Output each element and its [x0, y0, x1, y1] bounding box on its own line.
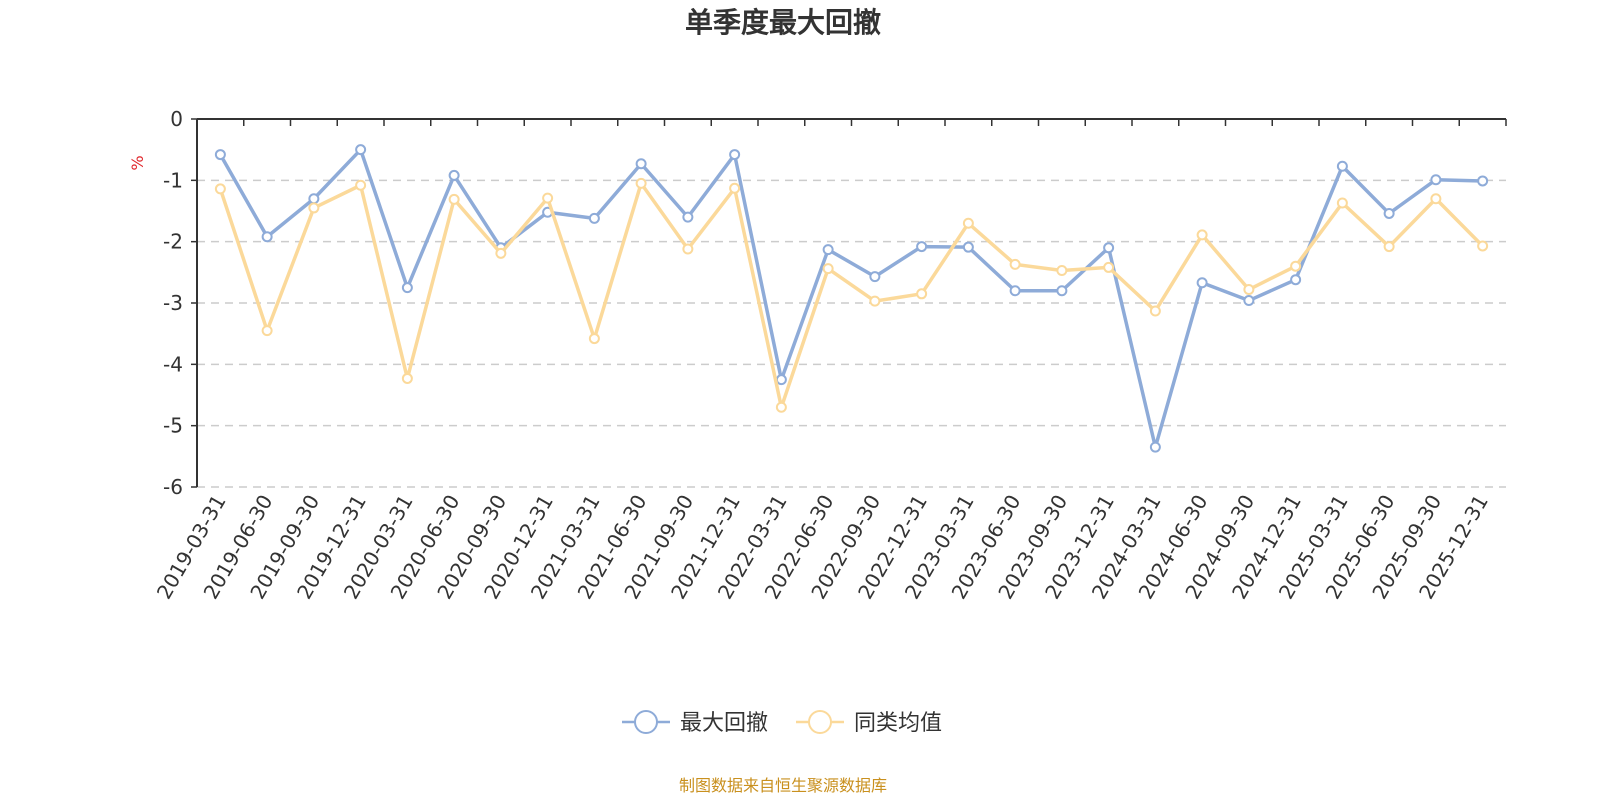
grid-lines — [197, 179, 1506, 488]
series-1 — [214, 177, 1489, 413]
data-point[interactable] — [355, 144, 367, 156]
data-point[interactable] — [1336, 160, 1348, 172]
data-point[interactable] — [729, 182, 741, 194]
data-point[interactable] — [1290, 274, 1302, 286]
data-point[interactable] — [1383, 207, 1395, 219]
y-tick-label: -3 — [163, 291, 183, 315]
data-point[interactable] — [401, 372, 413, 384]
data-point[interactable] — [214, 149, 226, 161]
data-point[interactable] — [1196, 277, 1208, 289]
data-point[interactable] — [448, 193, 460, 205]
legend-marker — [808, 710, 832, 734]
data-point[interactable] — [1383, 241, 1395, 253]
data-point[interactable] — [1009, 285, 1021, 297]
series-layer — [214, 144, 1489, 453]
data-point[interactable] — [822, 244, 834, 256]
data-point[interactable] — [1103, 261, 1115, 273]
data-point[interactable] — [542, 192, 554, 204]
data-point[interactable] — [1336, 197, 1348, 209]
data-point[interactable] — [822, 263, 834, 275]
data-point[interactable] — [1477, 175, 1489, 187]
data-point[interactable] — [1056, 285, 1068, 297]
legend: 最大回撤 同类均值 — [622, 710, 942, 736]
data-point[interactable] — [1477, 240, 1489, 252]
data-point[interactable] — [729, 149, 741, 161]
data-point[interactable] — [588, 212, 600, 224]
data-point[interactable] — [1149, 441, 1161, 453]
data-point[interactable] — [869, 271, 881, 283]
data-point[interactable] — [775, 374, 787, 386]
data-point[interactable] — [214, 183, 226, 195]
y-tick-label: -1 — [163, 168, 183, 192]
data-point[interactable] — [682, 211, 694, 223]
data-point[interactable] — [261, 325, 273, 337]
data-point[interactable] — [775, 401, 787, 413]
data-point[interactable] — [1430, 174, 1442, 186]
data-point[interactable] — [916, 288, 928, 300]
data-point[interactable] — [635, 158, 647, 170]
data-point[interactable] — [588, 333, 600, 345]
legend-item-1[interactable]: 同类均值 — [796, 710, 942, 736]
axes: 0-1-2-3-4-5-62019-03-312019-06-302019-09… — [152, 107, 1507, 603]
data-point[interactable] — [869, 295, 881, 307]
data-point[interactable] — [495, 247, 507, 259]
data-point[interactable] — [308, 193, 320, 205]
data-point[interactable] — [916, 241, 928, 253]
data-point[interactable] — [962, 217, 974, 229]
series-line — [218, 181, 1484, 410]
legend-marker — [634, 710, 658, 734]
y-tick-label: 0 — [170, 107, 183, 131]
data-point[interactable] — [1290, 260, 1302, 272]
data-point[interactable] — [1103, 242, 1115, 254]
data-point[interactable] — [261, 231, 273, 243]
series-line — [218, 147, 1483, 449]
y-axis-unit-label: % — [128, 155, 147, 170]
data-point[interactable] — [1430, 193, 1442, 205]
y-tick-label: -6 — [163, 475, 183, 499]
legend-label: 最大回撤 — [680, 711, 768, 736]
chart-title: 单季度最大回撤 — [685, 6, 881, 39]
data-point[interactable] — [1009, 258, 1021, 270]
data-point[interactable] — [635, 177, 647, 189]
data-point[interactable] — [1149, 305, 1161, 317]
data-point[interactable] — [1243, 284, 1255, 296]
data-point[interactable] — [1196, 229, 1208, 241]
series-0 — [214, 144, 1489, 453]
data-point[interactable] — [962, 241, 974, 253]
data-point[interactable] — [1243, 295, 1255, 307]
data-point[interactable] — [355, 179, 367, 191]
legend-item-0[interactable]: 最大回撤 — [622, 710, 768, 736]
y-tick-label: -4 — [163, 352, 183, 376]
data-point[interactable] — [448, 169, 460, 181]
data-point[interactable] — [308, 202, 320, 214]
y-tick-label: -2 — [163, 230, 183, 254]
data-point[interactable] — [1056, 264, 1068, 276]
y-tick-label: -5 — [163, 414, 183, 438]
data-point[interactable] — [682, 243, 694, 255]
data-point[interactable] — [401, 282, 413, 294]
data-source-note: 制图数据来自恒生聚源数据库 — [679, 776, 887, 795]
legend-label: 同类均值 — [854, 711, 942, 736]
